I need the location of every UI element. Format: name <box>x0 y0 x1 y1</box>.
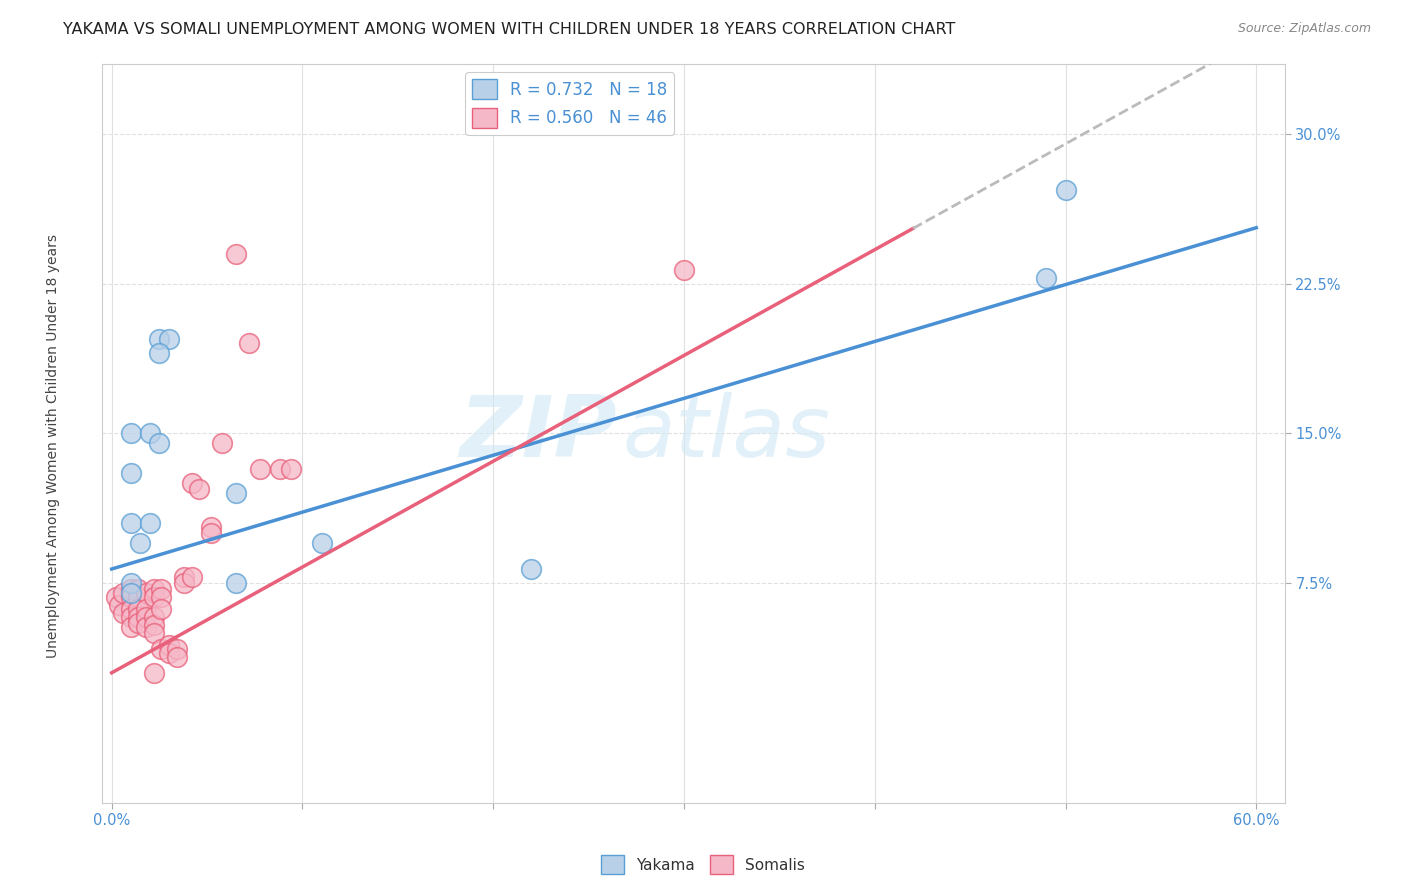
Point <box>311 536 333 550</box>
Text: atlas: atlas <box>623 392 831 475</box>
Point <box>180 476 202 491</box>
Point <box>120 582 142 596</box>
Point <box>142 582 165 596</box>
Point <box>104 590 127 604</box>
Point <box>120 586 142 600</box>
Point <box>127 582 149 596</box>
Point <box>200 520 222 534</box>
Point <box>166 641 188 656</box>
Legend: R = 0.732   N = 18, R = 0.560   N = 46: R = 0.732 N = 18, R = 0.560 N = 46 <box>465 72 675 135</box>
Point <box>142 618 165 632</box>
Text: YAKAMA VS SOMALI UNEMPLOYMENT AMONG WOMEN WITH CHILDREN UNDER 18 YEARS CORRELATI: YAKAMA VS SOMALI UNEMPLOYMENT AMONG WOME… <box>63 22 956 37</box>
Point <box>150 641 173 656</box>
Text: Source: ZipAtlas.com: Source: ZipAtlas.com <box>1237 22 1371 36</box>
Point <box>173 576 195 591</box>
Point <box>1054 183 1077 197</box>
Point <box>135 620 157 634</box>
Point <box>157 333 180 347</box>
Point <box>225 486 247 500</box>
Point <box>157 638 180 652</box>
Point <box>112 606 135 620</box>
Point <box>249 462 271 476</box>
Point <box>180 570 202 584</box>
Point <box>120 426 142 441</box>
Point <box>120 467 142 481</box>
Point <box>150 602 173 616</box>
Point <box>672 262 695 277</box>
Point <box>188 482 211 496</box>
Point <box>120 576 142 591</box>
Point <box>120 610 142 624</box>
Point <box>127 590 149 604</box>
Point <box>200 526 222 541</box>
Point <box>135 610 157 624</box>
Point <box>135 602 157 616</box>
Point <box>150 590 173 604</box>
Point <box>120 590 142 604</box>
Point <box>135 586 157 600</box>
Point <box>148 346 170 360</box>
Point <box>148 436 170 450</box>
Point <box>150 582 173 596</box>
Point <box>157 646 180 660</box>
Point <box>142 665 165 680</box>
Point <box>112 586 135 600</box>
Point <box>127 615 149 630</box>
Point <box>148 333 170 347</box>
Point <box>120 602 142 616</box>
Point <box>280 462 302 476</box>
Point <box>211 436 233 450</box>
Point <box>173 570 195 584</box>
Point <box>139 426 162 441</box>
Text: ZIP: ZIP <box>458 392 617 475</box>
Point <box>127 602 149 616</box>
Point <box>129 536 152 550</box>
Point <box>120 516 142 530</box>
Point <box>1035 270 1057 285</box>
Point <box>142 610 165 624</box>
Point <box>120 620 142 634</box>
Point <box>127 610 149 624</box>
Point <box>139 516 162 530</box>
Point <box>108 598 131 612</box>
Point <box>269 462 291 476</box>
Point <box>225 576 247 591</box>
Point <box>238 336 260 351</box>
Point <box>142 590 165 604</box>
Text: Unemployment Among Women with Children Under 18 years: Unemployment Among Women with Children U… <box>46 234 60 658</box>
Point <box>225 246 247 260</box>
Point <box>166 649 188 664</box>
Point <box>142 626 165 640</box>
Legend: Yakama, Somalis: Yakama, Somalis <box>595 849 811 880</box>
Point <box>520 562 543 576</box>
